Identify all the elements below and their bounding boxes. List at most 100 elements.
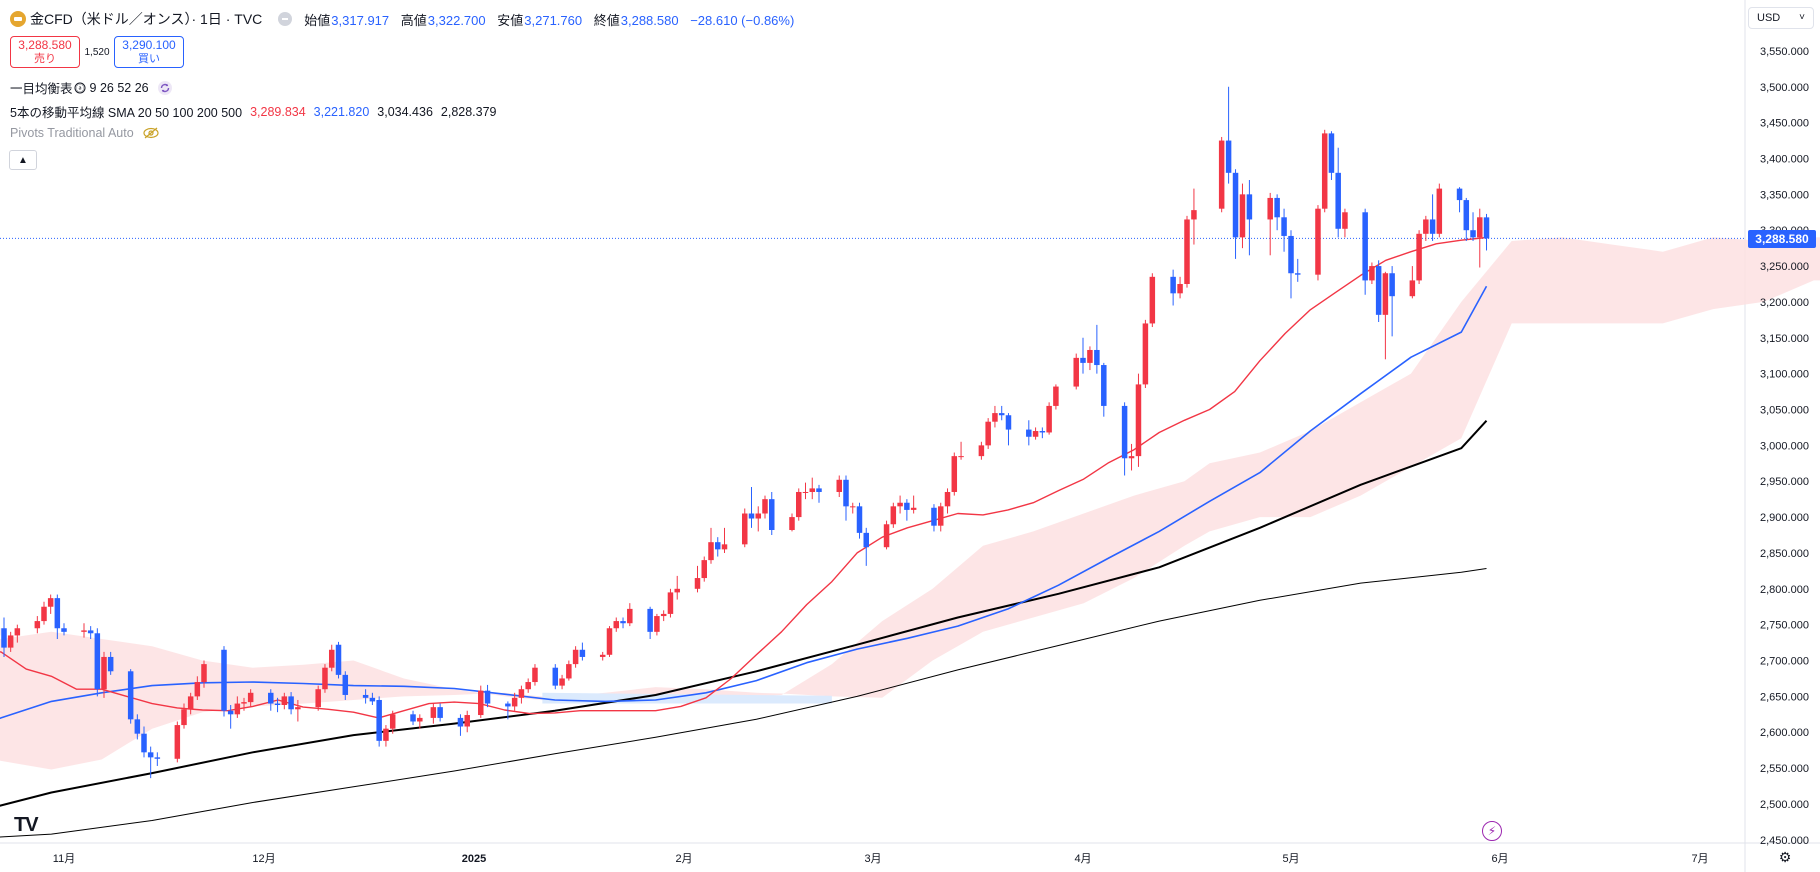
price-tick-label: 3,150.000	[1760, 333, 1809, 345]
indicator-sma[interactable]: 5本の移動平均線 SMA 20 50 100 200 500 3,289.834…	[10, 104, 497, 121]
candle	[910, 495, 917, 514]
candle-body	[369, 697, 376, 702]
candle	[383, 725, 389, 747]
candle-body	[1101, 365, 1107, 406]
candle	[1073, 353, 1079, 390]
candle-body	[1389, 273, 1395, 297]
candle-body	[281, 696, 288, 705]
candle	[362, 689, 369, 704]
candle	[194, 676, 201, 700]
market-status-icon[interactable]	[278, 12, 293, 26]
ichimoku-cloud-bearish	[542, 692, 832, 704]
indicator-pivots[interactable]: Pivots Traditional Auto	[10, 126, 160, 140]
eye-hidden-icon[interactable]	[142, 127, 160, 139]
candle-body	[715, 542, 721, 550]
candle-body	[1032, 431, 1039, 437]
sma200-line	[0, 568, 1487, 838]
candle	[599, 651, 606, 661]
candle	[1294, 258, 1301, 282]
candle	[654, 613, 660, 636]
gear-icon[interactable]: ⚙	[1778, 848, 1792, 865]
candle-body	[335, 644, 342, 675]
candle-body	[762, 499, 768, 514]
candle	[944, 488, 951, 514]
candle	[1483, 213, 1490, 251]
candle	[1389, 266, 1395, 337]
candle-body	[417, 717, 423, 722]
indicator-ichimoku[interactable]: 一目均衡表 ⓐ 9 26 52 26	[10, 78, 173, 97]
trade-panel: 3,288.580 売り 1,520 3,290.100 買い	[10, 36, 184, 68]
candle-body	[227, 710, 234, 715]
candle	[1005, 413, 1012, 446]
candle	[958, 441, 964, 460]
candle	[836, 475, 842, 498]
refresh-cycle-icon[interactable]	[157, 80, 173, 96]
candle-body	[437, 707, 443, 718]
candle-body	[1239, 194, 1246, 238]
candle-body	[890, 506, 897, 525]
sma100-line	[0, 420, 1488, 807]
collapse-legend-button[interactable]: ▲	[9, 150, 37, 170]
candle-body	[1191, 210, 1197, 220]
candle-body	[1409, 280, 1416, 297]
candle-body	[505, 703, 511, 707]
candle-body	[154, 757, 161, 759]
candle	[1026, 420, 1032, 446]
candle-body	[1073, 357, 1079, 387]
currency-selector[interactable]: USD ˅	[1748, 7, 1814, 29]
candle	[904, 499, 910, 521]
tradingview-logo[interactable]: TV	[14, 814, 39, 836]
price-tick-label: 2,950.000	[1760, 476, 1809, 488]
sell-button[interactable]: 3,288.580 売り	[10, 36, 80, 68]
candle-body	[1005, 415, 1012, 430]
gold-symbol-icon	[10, 11, 26, 27]
candle	[1142, 319, 1149, 388]
candle	[863, 527, 869, 566]
candle-body	[1177, 283, 1183, 294]
candle-body	[958, 456, 964, 458]
candle	[505, 701, 511, 720]
candle	[1362, 208, 1368, 295]
price-tick-label: 3,250.000	[1760, 261, 1809, 273]
candle	[937, 502, 944, 532]
candle	[1094, 324, 1100, 374]
time-tick-label: 2月	[675, 853, 692, 865]
candle-body	[1087, 349, 1093, 363]
candle	[94, 628, 101, 697]
candle	[376, 696, 382, 747]
candle-body	[931, 507, 937, 526]
sma200-value: 2,828.379	[440, 104, 497, 119]
candle-body	[410, 714, 416, 722]
candle-body	[721, 544, 728, 550]
candle-body	[1225, 140, 1232, 173]
candle	[134, 714, 141, 740]
candle-body	[1382, 273, 1389, 315]
symbol-title[interactable]: 金CFD（米ドル／オンス）· 1日 · TVC	[30, 11, 263, 27]
candle-body	[295, 707, 301, 710]
candle-body	[234, 703, 241, 715]
candle	[715, 537, 721, 557]
candle-body	[863, 532, 869, 548]
candle	[141, 726, 147, 758]
candle	[107, 651, 114, 675]
candle	[1135, 373, 1142, 467]
candle	[1416, 230, 1422, 284]
candle-body	[1423, 219, 1429, 234]
candle-body	[1218, 140, 1225, 209]
candle-body	[1184, 219, 1190, 284]
ichimoku-cloud-bullish	[0, 237, 1820, 770]
candle-body	[389, 714, 396, 729]
candle-body	[1375, 266, 1382, 315]
current-price-label: 3,288.580	[1748, 230, 1816, 248]
candle-body	[241, 702, 247, 704]
time-axis: 11月 12月 2025 2月 3月 4月 5月 6月 7月	[53, 853, 1709, 865]
price-tick-label: 2,600.000	[1760, 727, 1809, 739]
spread-value: 1,520	[84, 46, 110, 58]
lightning-icon[interactable]: ⚡	[1482, 821, 1502, 841]
buy-button[interactable]: 3,290.100 買い	[114, 36, 184, 68]
candle-body	[478, 690, 484, 716]
candle	[1170, 269, 1176, 306]
candle	[54, 594, 61, 640]
